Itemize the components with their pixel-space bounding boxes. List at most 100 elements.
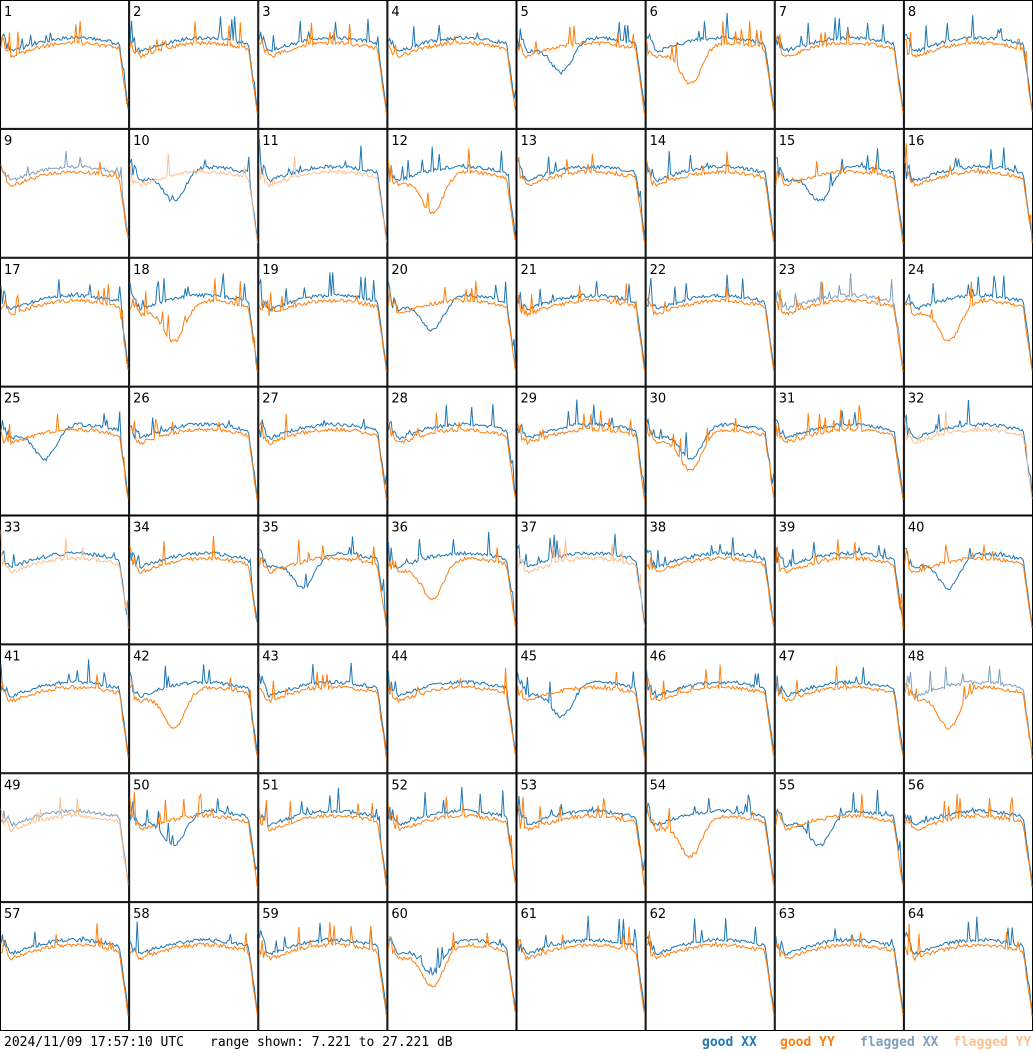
series-good-xx: [517, 156, 646, 237]
panel-12: 12: [387, 128, 517, 258]
panel-frame: [258, 644, 388, 774]
panel-frame: [645, 386, 775, 516]
panel-label: 44: [391, 649, 408, 664]
series-good-yy: [517, 410, 646, 501]
series-good-xx: [775, 148, 904, 237]
panel-27: 27: [258, 386, 388, 516]
series-good-xx: [387, 146, 516, 238]
series-good-yy: [904, 923, 1033, 1017]
panel-label: 25: [4, 392, 21, 407]
panel-frame: [516, 0, 646, 129]
series-good-yy: [387, 547, 516, 630]
series-good-xx: [646, 12, 775, 109]
panel-9: 9: [0, 128, 130, 258]
panel-label: 20: [391, 263, 408, 278]
series-good-xx: [904, 147, 1033, 236]
panel-36: 36: [387, 515, 517, 645]
series-good-yy: [904, 793, 1033, 888]
series-flagged-yy: [0, 796, 129, 886]
series-good-xx: [646, 418, 775, 484]
series-good-yy: [258, 413, 387, 500]
panel-label: 17: [4, 263, 21, 278]
series-good-yy: [517, 796, 646, 888]
series-good-yy: [775, 794, 904, 886]
series-good-xx: [775, 928, 904, 1012]
panel-34: 34: [129, 515, 259, 645]
series-flagged-yy: [258, 156, 387, 243]
panel-label: 19: [262, 263, 279, 278]
panel-frame: [258, 515, 388, 645]
series-good-xx: [517, 671, 646, 753]
panel-frame: [774, 902, 904, 1031]
panel-frame: [0, 0, 130, 129]
series-good-yy: [129, 418, 258, 502]
panel-60: 60: [387, 902, 517, 1031]
series-good-xx: [904, 399, 1033, 494]
panel-28: 28: [387, 386, 517, 516]
panel-label: 59: [262, 907, 279, 922]
panel-52: 52: [387, 773, 517, 903]
panel-frame: [774, 386, 904, 516]
panel-3: 3: [258, 0, 388, 129]
panel-7: 7: [774, 0, 904, 129]
series-good-xx: [517, 280, 646, 367]
series-good-yy: [0, 283, 129, 371]
series-good-xx: [129, 921, 258, 1012]
series-good-yy: [904, 281, 1033, 371]
panel-label: 23: [779, 263, 796, 278]
series-good-xx: [259, 788, 387, 880]
panel-frame: [387, 0, 517, 129]
panel-14: 14: [645, 128, 775, 258]
series-good-yy: [517, 25, 646, 115]
panel-label: 24: [908, 263, 925, 278]
panel-15: 15: [774, 128, 904, 258]
panel-label: 2: [133, 5, 141, 20]
series-good-yy: [646, 664, 775, 758]
panel-frame: [129, 644, 259, 774]
series-flagged-xx: [0, 808, 129, 883]
panel-frame: [645, 644, 775, 774]
panel-frame: [129, 128, 259, 258]
panel-frame: [258, 902, 388, 1031]
series-good-xx: [646, 150, 775, 238]
panel-frame: [0, 773, 130, 903]
panel-21: 21: [516, 257, 646, 387]
panel-35: 35: [258, 515, 388, 645]
series-good-xx: [904, 275, 1033, 366]
series-good-yy: [517, 671, 646, 759]
panel-19: 19: [258, 257, 388, 387]
series-good-yy: [646, 285, 775, 373]
series-good-xx: [646, 669, 775, 752]
panel-frame: [903, 773, 1033, 903]
series-good-yy: [517, 283, 646, 372]
panel-frame: [645, 257, 775, 387]
series-good-yy: [129, 21, 258, 115]
series-good-yy: [258, 539, 387, 629]
panel-frame: [129, 386, 259, 516]
panel-label: 1: [4, 5, 12, 20]
series-good-yy: [0, 20, 129, 105]
series-good-xx: [259, 536, 387, 623]
panel-label: 63: [779, 907, 796, 922]
panel-label: 51: [262, 778, 279, 793]
panel-label: 30: [650, 392, 667, 407]
series-good-xx: [775, 789, 904, 883]
panel-label: 21: [521, 263, 538, 278]
panel-42: 42: [129, 644, 259, 774]
panel-frame: [516, 515, 646, 645]
panel-label: 55: [779, 778, 796, 793]
series-good-xx: [387, 786, 516, 883]
legend-good-yy: good YY: [780, 1035, 835, 1050]
panel-frame: [516, 128, 646, 258]
panel-label: 10: [133, 134, 150, 149]
series-good-xx: [646, 918, 775, 1010]
series-flagged-xx: [0, 151, 129, 239]
panel-frame: [387, 257, 517, 387]
panel-61: 61: [516, 902, 646, 1031]
panel-frame: [516, 773, 646, 903]
panel-37: 37: [516, 515, 646, 645]
panel-frame: [387, 644, 517, 774]
panel-label: 60: [391, 907, 408, 922]
panel-38: 38: [645, 515, 775, 645]
panel-frame: [258, 0, 388, 129]
